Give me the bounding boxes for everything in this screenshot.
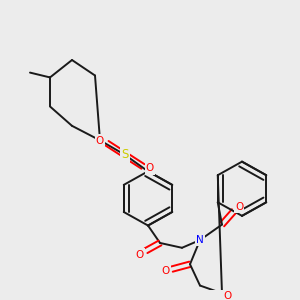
Text: O: O [223, 291, 231, 300]
Text: N: N [196, 235, 204, 245]
Text: N: N [96, 135, 104, 146]
Text: O: O [136, 250, 144, 260]
Text: O: O [96, 136, 104, 146]
Text: O: O [235, 202, 243, 212]
Text: S: S [121, 148, 129, 161]
Text: O: O [162, 266, 170, 276]
Text: O: O [146, 164, 154, 173]
